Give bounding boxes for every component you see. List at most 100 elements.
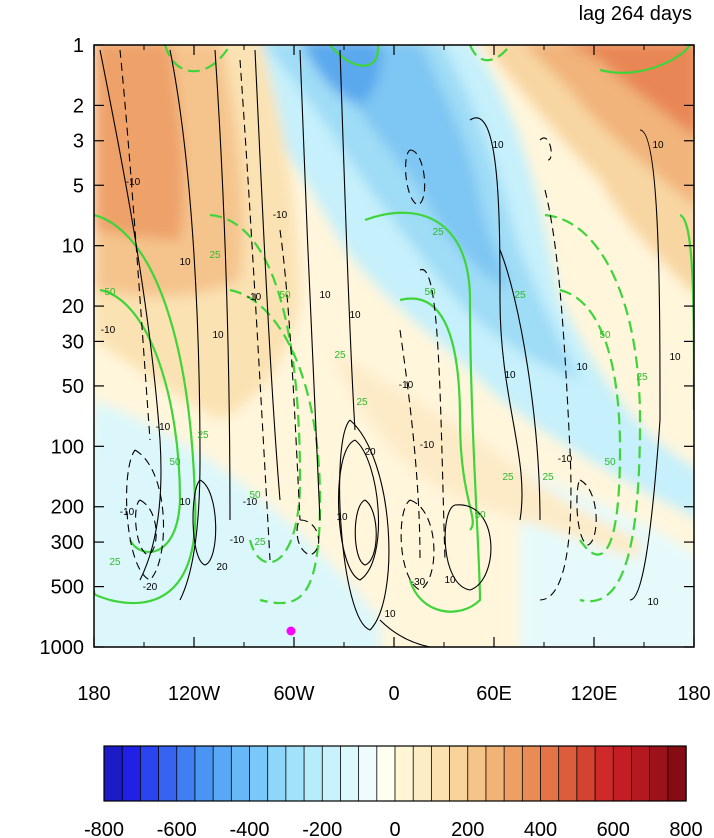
contour-label: -10 <box>420 440 435 451</box>
colorbar-box <box>467 745 487 802</box>
colorbar-box <box>230 745 251 802</box>
contour-label: 10 <box>576 362 588 373</box>
contour-label: -10 <box>399 380 414 391</box>
colorbar-box <box>412 745 433 802</box>
colorbar-label: 600 <box>597 819 630 838</box>
colorbar-label: 200 <box>451 819 484 838</box>
contour-label: -10 <box>101 325 116 336</box>
colorbar-box <box>485 745 505 802</box>
y-tick-label: 3 <box>73 131 84 153</box>
colorbar-box <box>649 745 669 802</box>
contour-label: 25 <box>334 350 346 361</box>
contour-label: -10 <box>273 210 288 221</box>
contour-label: 25 <box>542 472 554 483</box>
colorbar-box <box>340 745 360 802</box>
colorbar-box <box>267 745 287 802</box>
y-tick-label: 1000 <box>40 637 85 659</box>
colorbar-box <box>576 745 596 802</box>
colorbar-box <box>158 745 178 802</box>
y-tick-label: 1 <box>73 35 84 57</box>
black-dashed-contours <box>119 49 597 601</box>
colorbar-box <box>103 745 123 802</box>
colorbar-box <box>521 745 542 802</box>
x-axis: 180 120W 60W 0 60E 120E 180 <box>77 45 711 705</box>
y-tick-label: 200 <box>51 497 84 519</box>
contour-label: 10 <box>384 609 396 620</box>
y-tick-label: 30 <box>62 331 84 353</box>
contour-label: 10 <box>179 497 191 508</box>
colorbar-box <box>540 745 560 802</box>
contour-labels: -10 10 -10 -10 -10 -20 10 20 -10 10 -10 … <box>101 140 681 620</box>
x-tick-label: 180 <box>77 683 110 705</box>
colorbar-frame <box>103 745 687 802</box>
y-tick-label: 500 <box>51 577 84 599</box>
colorbar-label: 0 <box>389 819 400 838</box>
y-tick-label: 20 <box>62 296 84 318</box>
colorbar-box <box>376 745 396 802</box>
colorbar-box <box>594 745 614 802</box>
colorbar-box <box>303 745 323 802</box>
green-dashed-contours <box>163 45 642 605</box>
chart-title: lag 264 days <box>579 3 692 25</box>
black-contours <box>99 49 661 647</box>
contour-label: 25 <box>432 227 444 238</box>
colorbar-box <box>176 745 196 802</box>
contour-label: 10 <box>647 597 659 608</box>
location-marker <box>286 626 296 636</box>
x-tick-label: 60W <box>273 683 314 705</box>
colorbar-label: -400 <box>229 819 269 838</box>
contour-label: 10 <box>349 310 361 321</box>
contour-label: 25 <box>254 537 266 548</box>
colorbar-box <box>212 745 233 802</box>
contour-label: 50 <box>474 510 486 521</box>
colorbar-box <box>612 745 633 802</box>
colorbar-label: 800 <box>669 819 702 838</box>
colorbar-box <box>121 745 142 802</box>
colorbar-label: -600 <box>157 819 197 838</box>
x-tick-label: 180 <box>677 683 710 705</box>
contour-label: -30 <box>411 577 426 588</box>
contour-label: 25 <box>197 430 209 441</box>
contour-label: 25 <box>109 557 121 568</box>
colorbar-box <box>631 745 651 802</box>
contour-label: -10 <box>126 177 141 188</box>
colorbar-box <box>249 745 269 802</box>
y-tick-label: 50 <box>62 376 84 398</box>
colorbar-box <box>430 745 451 802</box>
contour-label: -10 <box>120 507 135 518</box>
colorbar-box <box>394 745 414 802</box>
contour-label: 10 <box>669 352 681 363</box>
contour-label: 10 <box>492 140 504 151</box>
y-tick-label: 300 <box>51 532 84 554</box>
contour-label: 10 <box>444 575 456 586</box>
contour-label: 10 <box>504 370 516 381</box>
colorbar-box <box>667 745 687 802</box>
contour-label: 25 <box>209 250 221 261</box>
colorbar-box <box>558 745 578 802</box>
contour-label: 20 <box>216 562 228 573</box>
contour-label: 50 <box>249 490 261 501</box>
contour-label: -10 <box>156 422 171 433</box>
contour-label: 10 <box>179 257 191 268</box>
contour-label: 10 <box>319 290 331 301</box>
contour-label: 50 <box>604 457 616 468</box>
y-tick-label: 100 <box>51 436 84 458</box>
contour-label: 10 <box>652 140 664 151</box>
colorbar-box <box>449 745 469 802</box>
y-tick-label: 5 <box>73 175 84 197</box>
colorbar-label: 400 <box>524 819 557 838</box>
colorbar-box <box>321 745 342 802</box>
shaded-field <box>94 45 694 647</box>
x-tick-label: 60E <box>476 683 512 705</box>
contour-label: -10 <box>243 497 258 508</box>
contour-label: 50 <box>104 287 116 298</box>
x-tick-label: 120W <box>168 683 220 705</box>
colorbar-box <box>358 745 378 802</box>
contour-label: -10 <box>230 535 245 546</box>
contour-label: 50 <box>169 457 181 468</box>
colorbar-box <box>285 745 305 802</box>
contour-label: -20 <box>143 582 158 593</box>
contour-label: 10 <box>336 512 348 523</box>
y-tick-label: 2 <box>73 95 84 117</box>
